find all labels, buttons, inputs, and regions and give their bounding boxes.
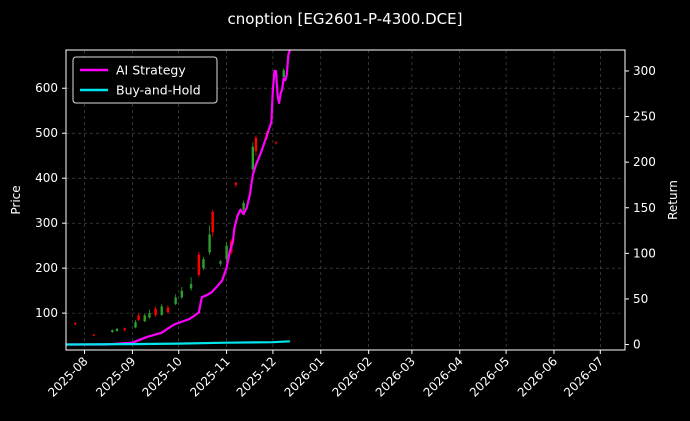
y-tick-label: 100: [35, 306, 58, 320]
y-axis-left: 100 200 300 400 500 600: [35, 81, 66, 320]
candle-body: [143, 315, 146, 322]
candle-body: [251, 146, 255, 170]
candle-body: [134, 322, 137, 328]
y2-tick-label: 300: [633, 64, 656, 78]
legend-label-ai: AI Strategy: [116, 63, 186, 78]
candle-body: [92, 334, 95, 336]
candle-body: [174, 297, 177, 305]
candle-body: [123, 328, 126, 331]
candle-body: [234, 182, 238, 185]
candle-body: [254, 137, 258, 152]
candle-body: [154, 308, 157, 316]
candle-body: [274, 142, 278, 144]
y2-tick-label: 100: [633, 246, 656, 260]
y-axis-right: 0 50 100 150 200 250 300: [625, 64, 656, 352]
candle-body: [211, 211, 214, 233]
candle-body: [180, 290, 184, 298]
y2-tick-label: 250: [633, 110, 656, 124]
candle-body: [111, 330, 114, 333]
y-tick-label: 500: [35, 126, 58, 140]
candle-body: [242, 202, 245, 210]
y-tick-label: 400: [35, 171, 58, 185]
y-axis-label: Price: [9, 185, 23, 214]
y2-tick-label: 0: [633, 338, 641, 352]
legend: AI Strategy Buy-and-Hold: [72, 56, 218, 104]
candle-body: [219, 261, 222, 264]
candle-body: [202, 259, 205, 269]
plot-frame: [65, 49, 626, 351]
ai-strategy-line: [66, 49, 291, 346]
candle-body: [225, 245, 228, 260]
buy-and-hold-line: [65, 340, 290, 346]
candle-body: [166, 307, 170, 313]
candle-body: [160, 306, 163, 315]
candle-body: [137, 315, 140, 320]
candle-body: [148, 313, 151, 318]
series-lines: [65, 49, 291, 346]
legend-box: [72, 56, 218, 104]
candle-body: [189, 283, 193, 289]
y2-tick-label: 150: [633, 201, 656, 215]
chart-title: cnoption [EG2601-P-4300.DCE]: [228, 10, 463, 28]
candle-body: [115, 328, 119, 332]
y2-tick-label: 200: [633, 155, 656, 169]
candle-body: [74, 323, 77, 325]
candle-body: [208, 234, 211, 253]
y-tick-label: 200: [35, 261, 58, 275]
legend-label-bh: Buy-and-Hold: [116, 83, 201, 98]
y-tick-label: 600: [35, 81, 58, 95]
y2-tick-label: 50: [633, 292, 648, 306]
y-tick-label: 300: [35, 216, 58, 230]
candle-body: [282, 70, 285, 77]
candle-body: [197, 254, 201, 275]
y2-axis-label: Return: [666, 180, 680, 220]
